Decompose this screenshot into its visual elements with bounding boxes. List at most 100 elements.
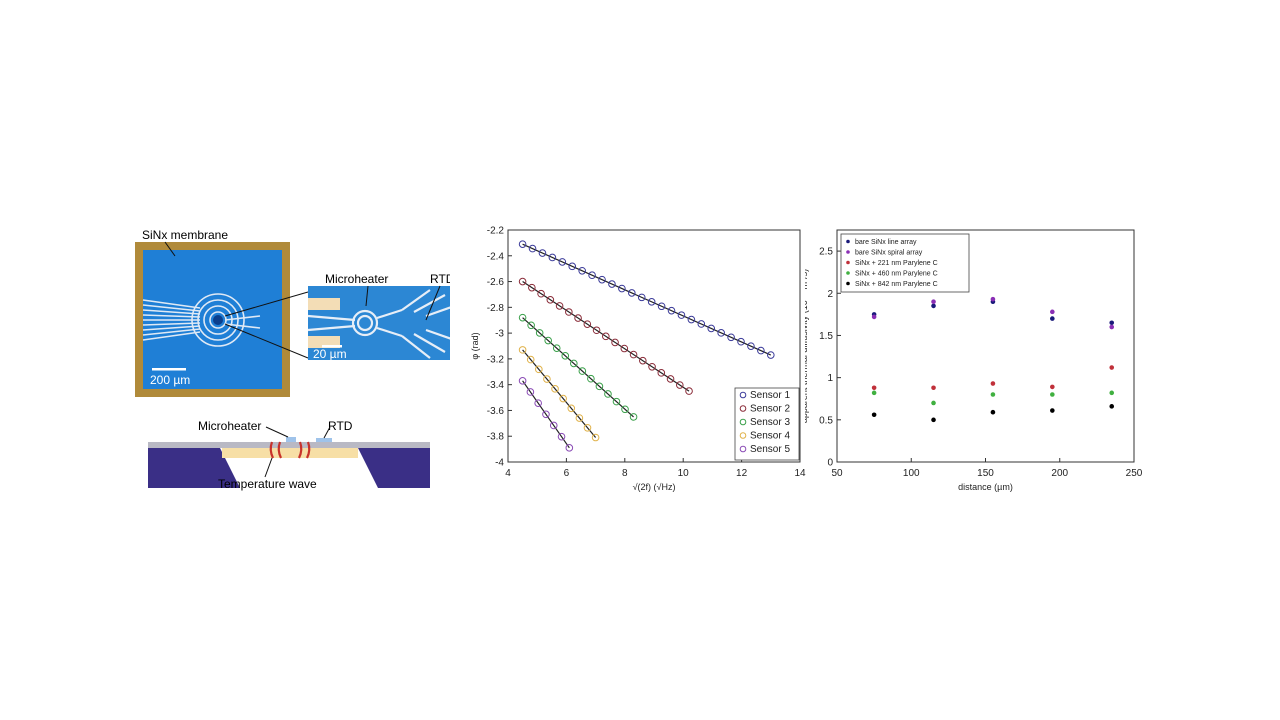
- data-point-sensor-2: [648, 362, 656, 371]
- data-point-sensor-5: [565, 444, 574, 452]
- data-point-series-4: [1050, 392, 1055, 397]
- data-point-sensor-5: [557, 432, 566, 441]
- cross-rtd: [316, 438, 332, 442]
- data-point-sensor-4: [535, 365, 543, 374]
- data-point-sensor-4: [551, 385, 559, 393]
- x-tick-label: 50: [831, 468, 843, 479]
- legend-label-series-4: SiNx + 460 nm Parylene C: [855, 271, 938, 278]
- legend-marker-sensor-1: [739, 391, 747, 399]
- data-point-sensor-3: [561, 352, 570, 360]
- phase-chart-svg: 4 6 8 10 12 14 -2.2 -2.4 -2.6 -2.8 -3 -3.2 -3.4 -3.6 -…: [470, 226, 806, 493]
- data-point-series-5: [1109, 404, 1115, 409]
- y-tick-label: -2.2: [487, 226, 505, 237]
- data-point-sensor-1: [608, 280, 616, 288]
- legend-marker-series-5: [846, 281, 850, 286]
- legend-label-series-5: SiNx + 842 nm Parylene C: [855, 281, 938, 288]
- microheater-pointer: [365, 285, 369, 307]
- membrane-pointer: [164, 241, 176, 257]
- data-point-sensor-2: [675, 381, 684, 389]
- y-axis-label: apparent thermal diffusivity (10⁻⁶ m²/s): [805, 269, 809, 423]
- data-point-sensor-4: [567, 404, 576, 413]
- cross-heater: [286, 437, 296, 442]
- zoom-pad: [308, 298, 340, 310]
- data-point-sensor-2: [518, 277, 527, 286]
- data-point-sensor-2: [528, 283, 536, 292]
- data-point-sensor-1: [588, 271, 596, 280]
- data-point-sensor-3: [578, 367, 587, 375]
- fit-line-sensor-5: [522, 380, 570, 449]
- data-point-sensor-5: [526, 388, 535, 396]
- legend-label-series-2: bare SiNx spiral array: [855, 250, 923, 257]
- x-tick-label: 150: [977, 468, 994, 479]
- data-point-sensor-2: [602, 332, 610, 341]
- scale-label-200: 200 µm: [150, 373, 190, 387]
- fit-line-sensor-4: [522, 349, 597, 438]
- data-point-sensor-1: [747, 342, 755, 350]
- data-point-sensor-4: [583, 423, 592, 432]
- data-point-sensor-1: [578, 266, 586, 275]
- x-axis-label: distance (µm): [958, 482, 1013, 492]
- x-tick-label: 12: [736, 468, 748, 479]
- fit-line-sensor-1: [522, 243, 772, 356]
- x-tick-label: 200: [1051, 468, 1068, 479]
- y-tick-label: -3.2: [487, 354, 505, 365]
- legend-marker-series-1: [846, 239, 850, 244]
- data-point-series-4: [871, 390, 877, 396]
- data-point-sensor-2: [657, 369, 666, 377]
- y-tick-label: 1: [827, 373, 833, 384]
- legend-marker-sensor-2: [739, 405, 747, 412]
- legend-marker-sensor-5: [739, 445, 747, 453]
- data-point-series-1: [1109, 320, 1115, 326]
- cross-section-substrate-left: [148, 448, 240, 488]
- legend-box: [840, 233, 970, 293]
- legend-marker-series-2: [846, 250, 850, 254]
- legend-label-sensor-5: Sensor 5: [750, 444, 790, 455]
- data-point-sensor-4: [575, 414, 584, 422]
- data-point-series-2: [931, 299, 936, 305]
- data-point-sensor-1: [598, 275, 606, 284]
- data-point-sensor-1: [548, 253, 557, 262]
- device-diagram-svg: SiNx membrane 200 µm Microheater RTD 20 …: [135, 228, 463, 491]
- data-point-series-3: [1109, 365, 1115, 370]
- y-tick-label: -3.4: [487, 380, 505, 391]
- cross-section-layer: [222, 448, 358, 458]
- diffusivity-chart: 50 100 150 200 250 0 0.5 1 1.5 2 2.5 distance (µm) a…: [799, 220, 1150, 500]
- data-point-sensor-1: [568, 262, 577, 271]
- data-point-sensor-5: [542, 410, 550, 419]
- y-axis-label: φ (rad): [470, 332, 480, 359]
- data-point-sensor-1: [618, 284, 626, 293]
- data-point-series-4: [1109, 390, 1115, 396]
- x-tick-label: 10: [678, 468, 690, 479]
- data-point-sensor-2: [620, 344, 629, 353]
- legend-label-series-1: bare SiNx line array: [855, 239, 917, 246]
- cross-section-substrate-right: [358, 448, 430, 488]
- rtd-label: RTD: [430, 272, 450, 286]
- data-point-series-2: [990, 296, 996, 302]
- data-point-sensor-4: [543, 375, 551, 383]
- y-tick-label: 0: [827, 458, 833, 469]
- scale-label-20: 20 µm: [313, 347, 347, 361]
- cross-rtd-label: RTD: [328, 419, 353, 433]
- data-point-sensor-1: [687, 315, 696, 324]
- data-point-sensor-1: [518, 240, 527, 248]
- zoom-line-top: [224, 291, 309, 317]
- data-point-sensor-2: [685, 387, 693, 395]
- legend-label-sensor-3: Sensor 3: [750, 417, 790, 428]
- x-tick-label: 250: [1126, 468, 1143, 479]
- data-point-sensor-1: [647, 298, 656, 306]
- fit-line-sensor-2: [522, 281, 690, 392]
- y-tick-label: -2.4: [487, 251, 505, 262]
- data-point-sensor-2: [666, 375, 675, 383]
- data-point-sensor-1: [697, 320, 706, 328]
- data-point-sensor-1: [717, 329, 725, 337]
- temperature-wave-label: Temperature wave: [218, 477, 317, 491]
- data-point-series-3: [871, 385, 877, 391]
- rtd-pointer: [425, 285, 441, 321]
- scale-bar-20: [322, 345, 342, 348]
- data-point-series-2: [1050, 309, 1055, 315]
- data-point-sensor-3: [518, 313, 527, 322]
- data-point-sensor-2: [639, 356, 647, 365]
- y-tick-label: -3.8: [487, 432, 505, 443]
- data-point-series-1: [1050, 316, 1055, 321]
- zoom-line-bottom: [224, 323, 309, 359]
